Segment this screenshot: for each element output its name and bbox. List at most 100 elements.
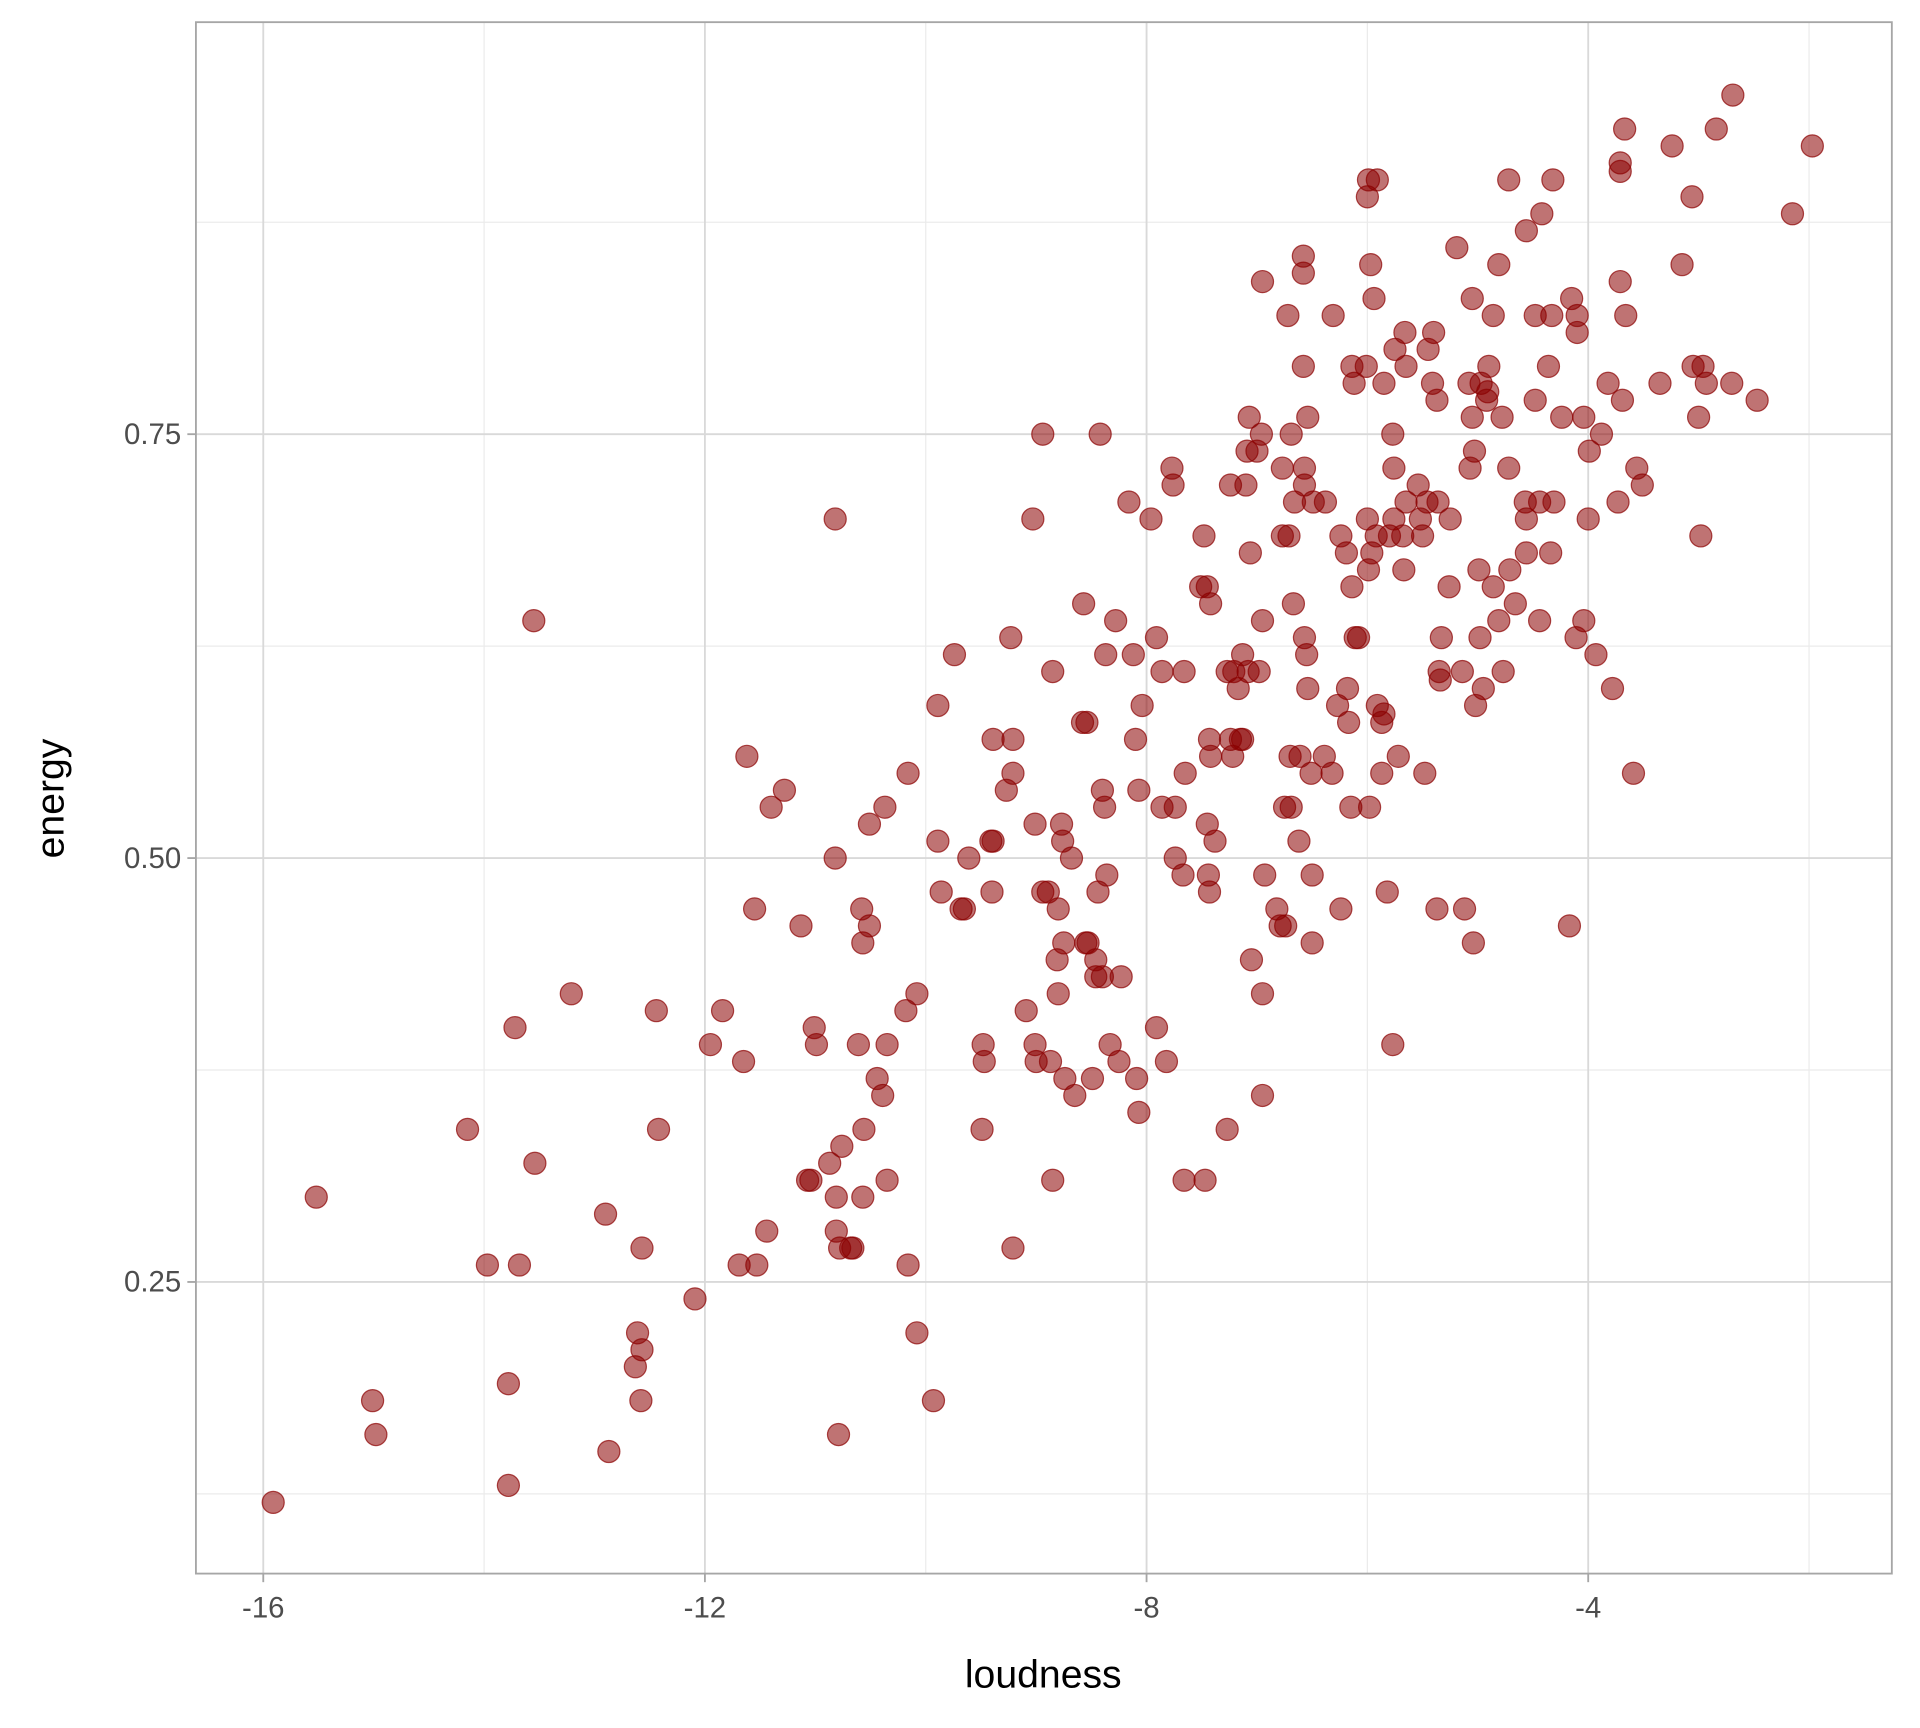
- data-point: [559, 982, 583, 1006]
- data-point: [1481, 303, 1505, 328]
- data-point: [799, 1168, 823, 1192]
- data-point: [1276, 303, 1300, 328]
- data-point: [1287, 829, 1311, 853]
- y-axis-title: energy: [30, 738, 73, 858]
- data-point: [841, 1236, 865, 1260]
- data-point: [1382, 456, 1406, 480]
- axes: -16 -12 -8 -4 0.25 0.50 0.75: [124, 418, 1601, 1625]
- data-point: [1334, 541, 1359, 565]
- data-point: [522, 609, 546, 633]
- data-point: [1046, 982, 1070, 1006]
- data-point: [1365, 168, 1389, 192]
- data-point: [1279, 422, 1303, 446]
- data-point: [1071, 592, 1096, 616]
- data-point: [1198, 744, 1223, 768]
- data-point: [507, 1253, 532, 1277]
- data-point: [683, 1287, 707, 1311]
- data-point: [1295, 642, 1319, 667]
- data-point: [1335, 676, 1360, 701]
- data-point: [857, 812, 882, 836]
- data-point: [1572, 405, 1596, 429]
- data-point: [1393, 320, 1417, 345]
- data-point: [875, 1168, 899, 1192]
- data-point: [1487, 609, 1511, 633]
- data-point: [1354, 354, 1378, 378]
- data-point: [1203, 829, 1227, 853]
- data-point: [629, 1389, 653, 1413]
- data-point: [1173, 761, 1197, 785]
- data-point: [630, 1236, 654, 1260]
- data-point: [1613, 117, 1637, 141]
- data-point: [1144, 1015, 1169, 1040]
- data-point: [1694, 371, 1718, 395]
- data-point: [698, 1032, 723, 1057]
- data-point: [496, 1372, 521, 1396]
- data-point: [503, 1015, 527, 1040]
- data-point: [905, 1321, 929, 1345]
- x-axis-title: loudness: [965, 1653, 1122, 1696]
- data-point: [1250, 1083, 1275, 1108]
- data-point: [1274, 914, 1298, 938]
- data-point: [1144, 626, 1169, 650]
- data-point: [1234, 473, 1258, 497]
- data-point: [1161, 473, 1185, 497]
- data-point: [1124, 1066, 1149, 1091]
- data-point: [1001, 1236, 1025, 1260]
- data-point: [1014, 999, 1038, 1023]
- x-tick-label: -8: [1133, 1592, 1159, 1625]
- data-point: [1362, 286, 1386, 311]
- data-point: [364, 1422, 388, 1447]
- data-point: [475, 1253, 500, 1277]
- data-point: [1321, 303, 1345, 328]
- data-point: [905, 982, 929, 1006]
- data-point: [1296, 676, 1320, 701]
- data-point: [1660, 134, 1684, 158]
- data-point: [735, 744, 759, 768]
- data-point: [1670, 252, 1694, 277]
- data-point: [1491, 659, 1515, 684]
- data-point: [1357, 795, 1382, 819]
- data-point: [1540, 303, 1564, 328]
- data-point: [1230, 727, 1255, 752]
- data-point: [1481, 575, 1505, 599]
- data-point: [1410, 524, 1435, 548]
- data-point: [1370, 761, 1394, 785]
- data-point: [1092, 795, 1117, 819]
- data-point: [1041, 1168, 1065, 1192]
- data-point: [1329, 897, 1353, 921]
- data-point: [1503, 592, 1527, 616]
- data-point: [1239, 948, 1264, 972]
- data-point: [455, 1117, 480, 1141]
- data-point: [1686, 405, 1711, 429]
- data-point: [1704, 117, 1728, 141]
- data-point: [1313, 490, 1338, 514]
- data-point: [957, 846, 981, 870]
- data-point: [1038, 1049, 1063, 1074]
- data-point: [1340, 575, 1364, 599]
- data-point: [873, 795, 897, 819]
- data-point: [1375, 880, 1399, 904]
- data-point: [952, 897, 977, 921]
- data-point: [846, 1032, 871, 1057]
- data-point: [1094, 642, 1118, 667]
- data-point: [710, 999, 735, 1023]
- data-point: [1104, 609, 1128, 633]
- data-point: [1584, 642, 1608, 667]
- data-point: [1127, 1100, 1151, 1125]
- data-point: [1572, 609, 1596, 633]
- data-point: [1059, 846, 1084, 870]
- data-point: [1461, 931, 1486, 955]
- data-point: [1428, 668, 1452, 692]
- data-point: [871, 1083, 895, 1108]
- data-point: [755, 1219, 779, 1243]
- data-point: [1680, 185, 1704, 209]
- data-point: [1300, 863, 1324, 887]
- data-point: [1720, 371, 1744, 395]
- data-point: [1394, 354, 1418, 378]
- data-point: [894, 999, 918, 1023]
- data-point: [1163, 795, 1187, 819]
- data-point: [981, 829, 1005, 853]
- data-point: [1490, 405, 1514, 429]
- data-point: [1172, 1168, 1196, 1192]
- data-point: [304, 1185, 328, 1209]
